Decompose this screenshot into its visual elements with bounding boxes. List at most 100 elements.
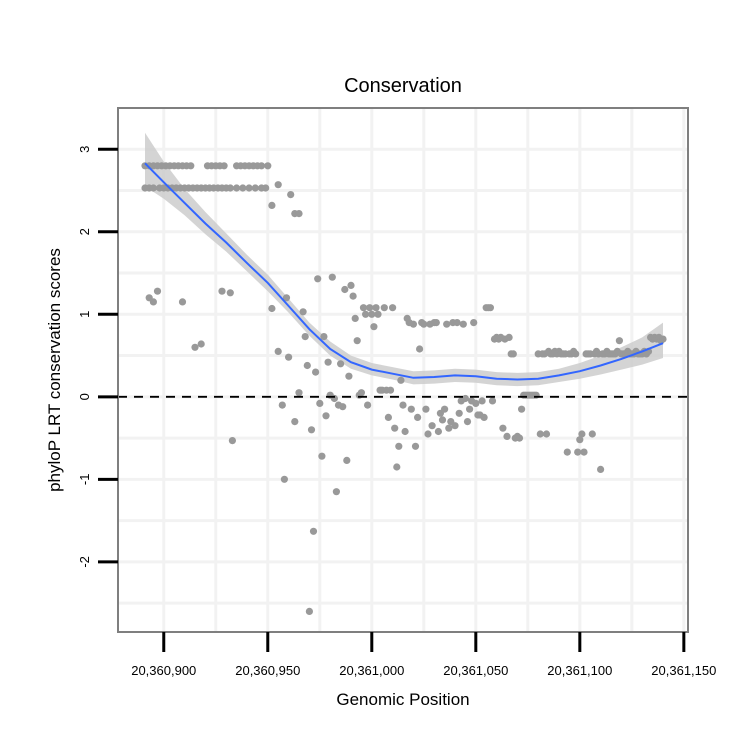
data-point [466,405,474,413]
data-point [576,436,584,444]
y-tick-label: 3 [77,146,92,153]
data-point [374,310,382,318]
data-point [441,405,449,413]
data-point [251,184,259,192]
data-point [282,294,291,302]
x-tick-label: 20,361,050 [443,663,508,678]
data-point [233,184,241,192]
data-point [380,304,388,312]
data-point [226,184,234,192]
data-point [401,427,409,436]
data-point [197,340,205,348]
data-point [416,345,424,353]
data-point [220,162,228,170]
data-point [149,184,157,192]
data-point [274,347,282,355]
grid-lines [118,108,688,632]
data-point [509,350,517,358]
data-point [343,456,351,464]
data-point [499,424,507,432]
data-point [345,372,353,380]
data-point [305,607,313,616]
data-point [291,418,299,426]
data-point [574,448,582,456]
data-point [615,337,624,345]
data-point [239,184,247,192]
data-point [320,333,328,341]
data-point [191,343,199,351]
smooth-line [144,162,664,381]
data-point [268,304,276,313]
data-point [187,162,195,170]
data-point [285,353,293,361]
data-point [503,432,511,440]
data-point [295,210,303,218]
data-point [414,413,422,421]
y-axis: -2 -1 0 1 2 3 [77,146,118,568]
data-point [364,401,372,409]
data-point [486,304,494,312]
data-point [353,337,361,345]
data-point [178,298,187,306]
data-point [391,424,399,432]
data-point [368,310,376,318]
x-tick-label: 20,361,100 [547,663,612,678]
data-point [328,273,336,281]
x-axis: 20,360,900 20,360,950 20,361,000 20,361,050… [131,632,716,678]
data-point [434,427,442,436]
confidence-band [145,132,663,387]
data-point [351,314,359,322]
data-point [274,181,282,189]
x-tick-label: 20,361,000 [339,663,404,678]
data-point [397,376,405,384]
y-tick-label: 1 [77,311,92,318]
data-point [488,397,497,405]
y-tick-label: 0 [77,393,92,400]
data-point [228,437,236,445]
data-point [443,320,451,328]
data-point [478,397,486,405]
data-point [268,201,276,209]
data-point [422,405,430,413]
data-point [480,413,488,421]
data-point [542,430,551,438]
data-point [532,391,540,399]
x-tick-label: 20,360,950 [235,663,300,678]
data-point [411,442,420,450]
data-point [332,488,340,496]
data-point [357,389,365,397]
data-point [453,319,461,327]
y-tick-label: 2 [77,228,92,235]
data-point [563,448,571,456]
data-point [226,289,234,297]
data-point [262,184,270,192]
data-point [280,475,288,483]
data-point [572,350,580,358]
x-axis-label: Genomic Position [336,690,469,709]
data-point [314,275,322,283]
data-point [309,527,318,535]
data-point [322,412,330,420]
data-point [337,360,345,368]
data-point [578,430,586,438]
x-tick-label: 20,361,150 [651,663,716,678]
data-point [307,426,316,434]
smooth-line-layer [144,162,664,381]
confidence-band-layer [145,132,663,387]
data-point [287,191,295,199]
data-point [461,394,469,403]
data-point [278,401,286,409]
data-point [518,405,526,413]
data-point [470,319,478,327]
data-point [420,320,428,328]
data-point [451,422,459,430]
data-point [597,465,605,473]
data-point [472,399,480,407]
data-point [386,386,395,394]
data-point [424,430,432,438]
data-point [366,304,374,312]
data-point [505,333,513,341]
data-point [303,361,311,370]
data-point [463,418,472,426]
